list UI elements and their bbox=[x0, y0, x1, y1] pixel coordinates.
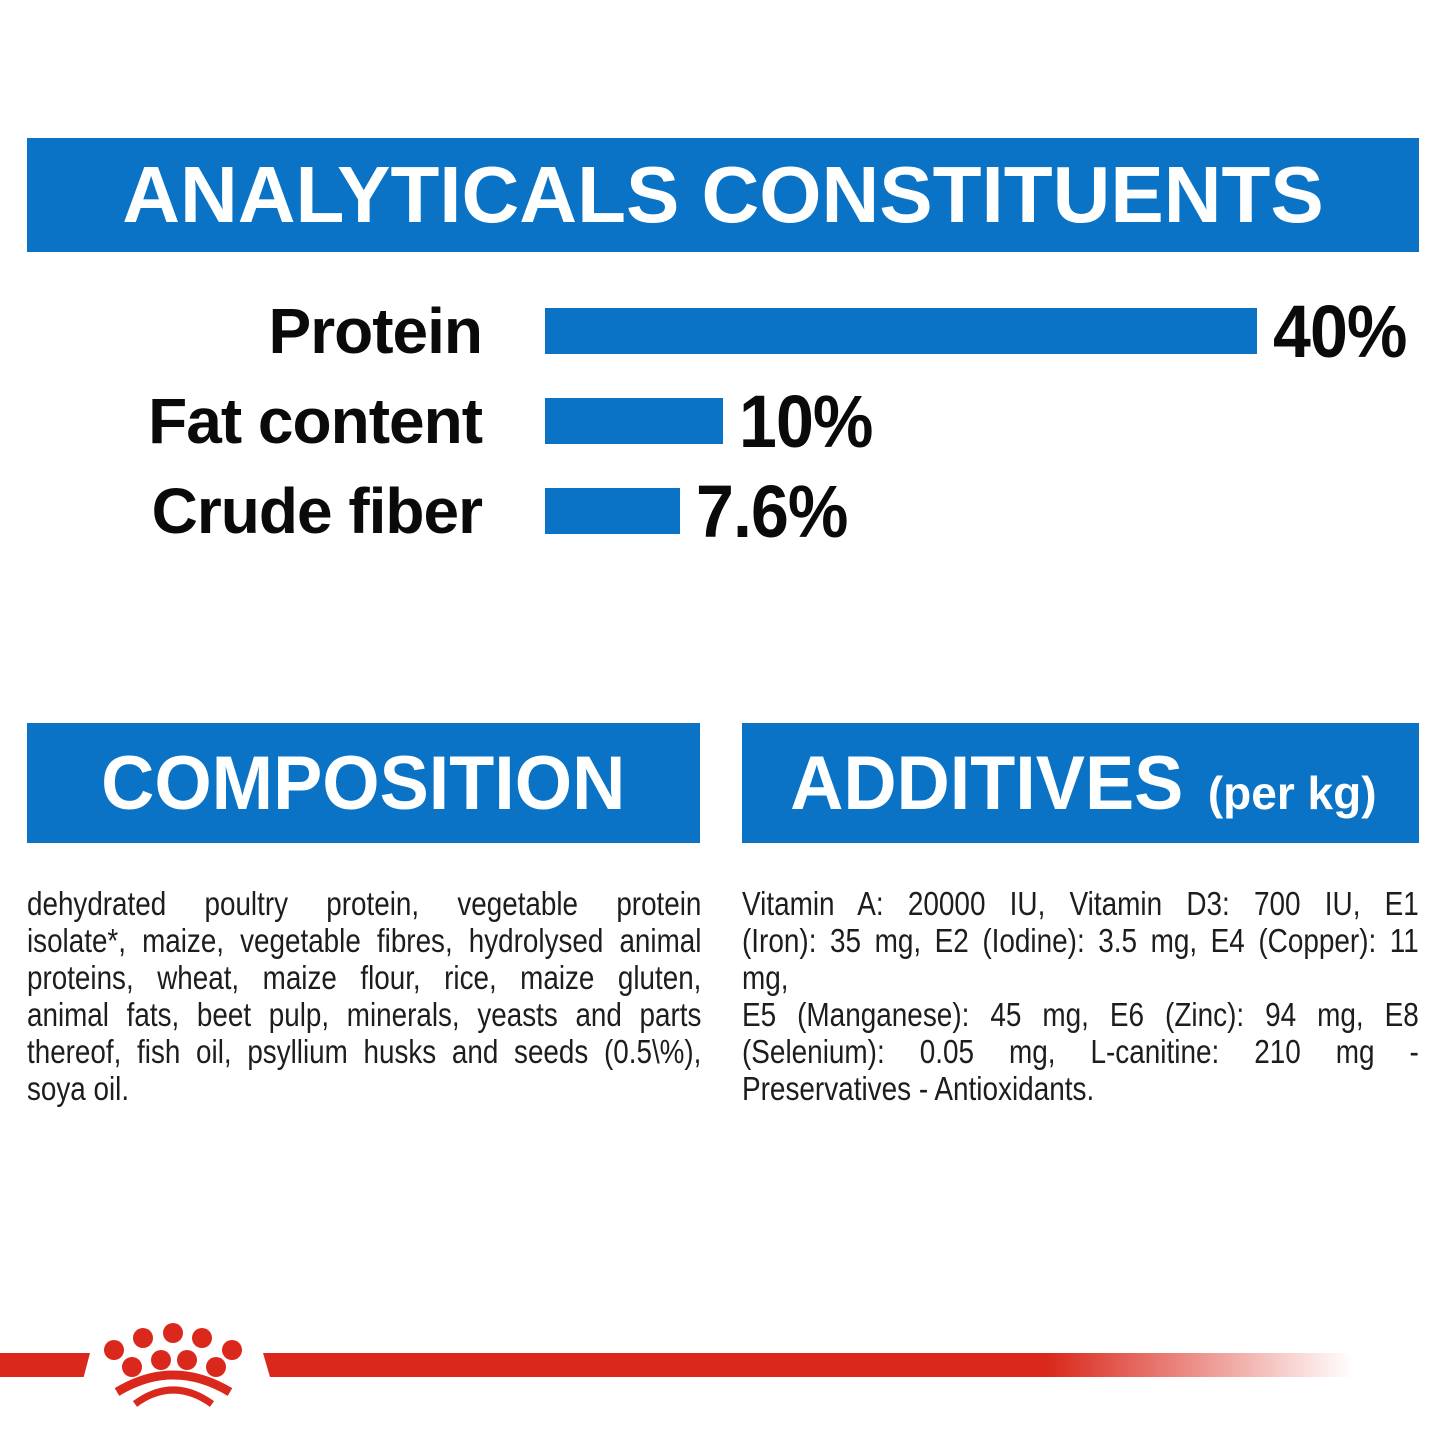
additives-line: (Selenium): 0.05 mg, L-canitine: 210 mg … bbox=[742, 1033, 1419, 1070]
chart-category-label: Crude fiber bbox=[151, 475, 483, 547]
additives-line: E5 (Manganese): 45 mg, E6 (Zinc): 94 mg,… bbox=[742, 996, 1419, 1033]
chart-category-label: Fat content bbox=[148, 385, 483, 457]
additives-line: (Iron): 35 mg, E2 (Iodine): 3.5 mg, E4 (… bbox=[742, 922, 1419, 996]
chart-row-crude-fiber: Crude fiber 7.6% bbox=[0, 469, 861, 553]
chart-value-label: 7.6% bbox=[696, 469, 848, 553]
red-band-right bbox=[263, 1353, 1353, 1377]
composition-line: isolate*, maize, vegetable fibres, hydro… bbox=[27, 922, 702, 959]
composition-header-group: COMPOSITION bbox=[93, 740, 633, 827]
additives-line: Vitamin A: 20000 IU, Vitamin D3: 700 IU,… bbox=[742, 885, 1419, 922]
composition-header-box: COMPOSITION bbox=[27, 723, 700, 843]
composition-line: thereof, fish oil, psyllium husks and se… bbox=[27, 1033, 702, 1070]
chart-row-protein: Protein 40% bbox=[0, 289, 1418, 373]
additives-header-box: ADDITIVES (per kg) bbox=[742, 723, 1419, 843]
composition-line: proteins, wheat, maize flour, rice, maiz… bbox=[27, 959, 702, 996]
additives-header-group: ADDITIVES (per kg) bbox=[784, 740, 1377, 827]
royal-canin-crown-icon bbox=[104, 1323, 242, 1407]
additives-line: Preservatives - Antioxidants. bbox=[742, 1070, 1095, 1107]
additives-header-suffix: (per kg) bbox=[1207, 766, 1377, 819]
additives-text: Vitamin A: 20000 IU, Vitamin D3: 700 IU,… bbox=[742, 885, 1419, 1107]
chart-category-label: Protein bbox=[268, 295, 483, 367]
composition-text: dehydrated poultry protein, vegetable pr… bbox=[27, 885, 701, 1107]
analyticals-banner: ANALYTICALS CONSTITUENTS bbox=[27, 138, 1419, 252]
chart-value-label: 40% bbox=[1273, 289, 1407, 373]
composition-line: animal fats, beet pulp, minerals, yeasts… bbox=[27, 996, 702, 1033]
chart-row-fat-content: Fat content 10% bbox=[0, 379, 884, 463]
chart-bar bbox=[545, 488, 680, 534]
composition-header: COMPOSITION bbox=[101, 740, 626, 826]
red-band-left bbox=[0, 1353, 90, 1377]
composition-line: dehydrated poultry protein, vegetable pr… bbox=[27, 885, 702, 922]
chart-value-label: 10% bbox=[739, 379, 873, 463]
analyticals-banner-title: ANALYTICALS CONSTITUENTS bbox=[122, 150, 1324, 239]
chart-bar bbox=[545, 308, 1257, 354]
composition-line: soya oil. bbox=[27, 1070, 130, 1107]
chart-bar bbox=[545, 398, 723, 444]
additives-header: ADDITIVES bbox=[790, 740, 1184, 826]
